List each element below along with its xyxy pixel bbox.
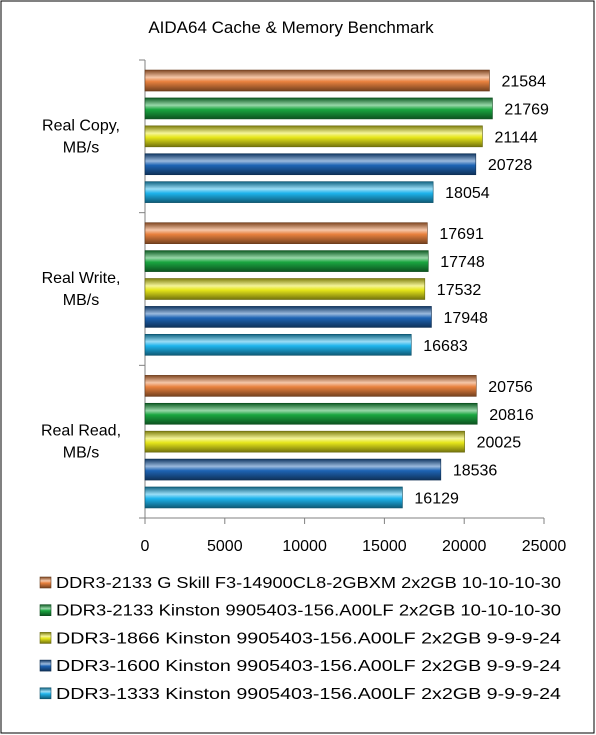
bar (144, 153, 477, 176)
category-label: Real Write, MB/s (42, 270, 121, 309)
legend-label: DDR3-2133 G Skill F3-14900CL8-2GBXM 2x2G… (56, 575, 561, 592)
category-label-line: MB/s (63, 445, 99, 462)
bar (144, 333, 412, 356)
x-tick-label: 20000 (442, 538, 487, 555)
bar-value-label: 17532 (437, 282, 482, 299)
x-tick-label: 0 (141, 538, 150, 555)
bar (144, 69, 490, 92)
category-label: Real Read, MB/s (41, 423, 121, 462)
legend: DDR3-2133 G Skill F3-14900CL8-2GBXM 2x2G… (39, 575, 561, 703)
bar-value-label: 16129 (414, 490, 459, 507)
bar-value-label: 21769 (504, 101, 549, 118)
category-labels: Real Copy, MB/s Real Write, MB/s Real Read, M… (41, 117, 121, 461)
legend-item: DDR3-2133 G Skill F3-14900CL8-2GBXM 2x2G… (39, 575, 561, 592)
category-label-line: Real Copy, (42, 117, 120, 134)
legend-item: DDR3-1866 Kinston 9905403-156.A00LF 2x2G… (39, 630, 561, 647)
category-label-line: Real Read, (41, 423, 121, 440)
legend-swatch (39, 576, 52, 589)
legend-swatch (39, 687, 52, 700)
bar (144, 125, 483, 148)
category-label-line: Real Write, (42, 270, 121, 287)
bar-value-label: 17691 (439, 226, 484, 243)
category-label-line: MB/s (63, 292, 99, 309)
legend-swatch (39, 659, 52, 672)
x-tick-label: 5000 (207, 538, 243, 555)
legend-label: DDR3-2133 Kinston 9905403-156.A00LF 2x2G… (56, 603, 561, 620)
bar-value-label: 18536 (453, 463, 498, 480)
bar-value-label: 18054 (445, 185, 490, 202)
legend-label: DDR3-1866 Kinston 9905403-156.A00LF 2x2G… (56, 630, 561, 647)
bar-value-label: 20816 (489, 407, 534, 424)
bar (144, 430, 465, 453)
legend-label: DDR3-1600 Kinston 9905403-156.A00LF 2x2G… (56, 658, 561, 675)
bar-value-label: 17748 (440, 254, 485, 271)
bar (144, 375, 477, 397)
x-tick-label: 10000 (282, 538, 327, 555)
legend-label: DDR3-1333 Kinston 9905403-156.A00LF 2x2G… (56, 686, 561, 703)
chart-title: AIDA64 Cache & Memory Benchmark (148, 18, 434, 37)
bar-value-label: 20025 (477, 435, 522, 452)
value-labels: 21584 21769 21144 20728 18054 17691 17748 17532… (414, 74, 549, 508)
bar-value-label: 20756 (488, 379, 533, 396)
bar (144, 278, 426, 300)
bar-value-label: 17948 (443, 310, 488, 327)
legend-item: DDR3-2133 Kinston 9905403-156.A00LF 2x2G… (39, 603, 561, 620)
x-tick-labels: 0 5000 10000 15000 20000 25000 (141, 538, 567, 555)
x-tick-label: 15000 (362, 538, 407, 555)
bar (144, 222, 428, 244)
bar (144, 458, 442, 481)
bar-value-label: 21584 (501, 74, 546, 91)
bar (144, 402, 478, 425)
x-tick-label: 25000 (522, 538, 567, 555)
category-label: Real Copy, MB/s (42, 117, 120, 156)
bar-value-label: 21144 (494, 129, 537, 146)
bar (144, 181, 434, 203)
legend-swatch (39, 604, 52, 617)
legend-item: DDR3-1600 Kinston 9905403-156.A00LF 2x2G… (39, 658, 561, 675)
bar-value-label: 20728 (488, 157, 533, 174)
bar (144, 306, 432, 328)
bars (144, 69, 493, 509)
bar (144, 250, 429, 272)
bar-value-label: 16683 (423, 338, 468, 355)
category-label-line: MB/s (63, 139, 99, 156)
legend-swatch (39, 632, 52, 644)
bar (144, 486, 403, 509)
legend-item: DDR3-1333 Kinston 9905403-156.A00LF 2x2G… (39, 686, 561, 703)
bar (144, 97, 493, 120)
